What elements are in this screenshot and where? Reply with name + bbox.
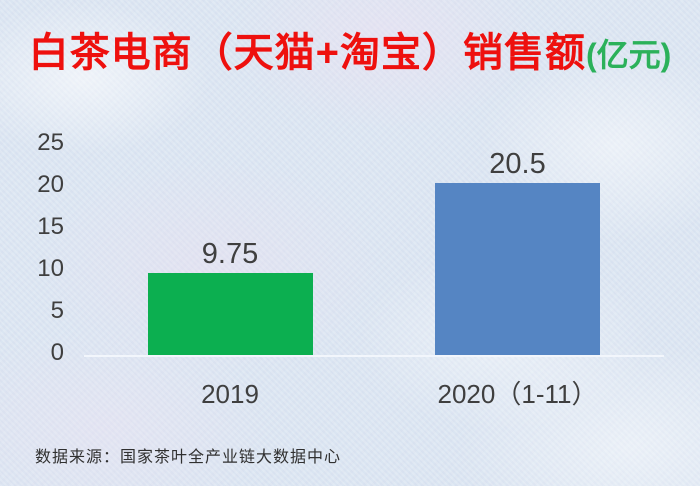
chart-title: 白茶电商（天猫+淘宝）销售额(亿元) (0, 30, 700, 85)
bar-value-label: 9.75 (201, 238, 259, 270)
x-axis-category-label: 2020（1-11） (437, 379, 598, 409)
bar-2020（1-11） (435, 183, 600, 355)
y-axis-tick-label: 25 (37, 129, 64, 156)
y-axis-tick-label: 10 (37, 255, 64, 282)
y-axis-tick-label: 5 (50, 297, 64, 324)
x-axis-baseline (84, 355, 664, 357)
chart-title-unit: (亿元) (586, 37, 672, 73)
x-axis-category-label: 2019 (201, 379, 259, 409)
y-axis-tick-label: 0 (50, 339, 64, 366)
chart-title-text: 白茶电商（天猫+淘宝）销售额 (28, 31, 587, 75)
bar-2019 (147, 273, 313, 355)
y-axis-tick-label: 20 (37, 171, 64, 198)
source-note: 数据来源：国家茶叶全产业链大数据中心 (35, 449, 342, 466)
y-axis-tick-label: 15 (37, 213, 64, 240)
bar-value-label: 20.5 (489, 148, 546, 180)
